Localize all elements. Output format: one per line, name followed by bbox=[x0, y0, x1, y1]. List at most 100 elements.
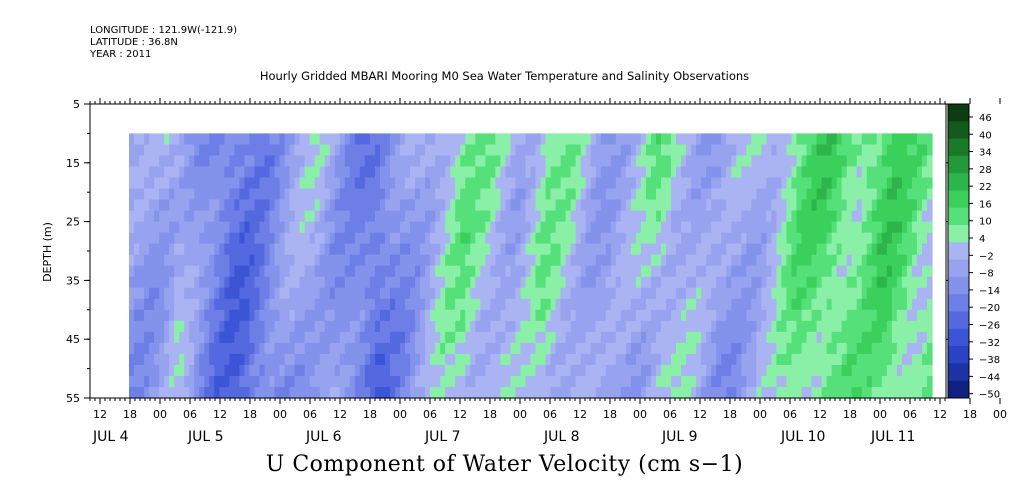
heatmap-cell bbox=[711, 331, 717, 344]
heatmap-cell bbox=[781, 353, 788, 366]
heatmap-cell bbox=[219, 298, 225, 311]
heatmap-cell bbox=[344, 276, 351, 289]
heatmap-cell bbox=[771, 254, 778, 267]
heatmap-cell bbox=[691, 287, 697, 300]
heatmap-cell bbox=[129, 386, 135, 399]
heatmap-cell bbox=[284, 133, 291, 146]
heatmap-cell bbox=[811, 331, 818, 344]
heatmap-cell bbox=[721, 254, 727, 267]
heatmap-cell bbox=[269, 144, 276, 157]
heatmap-cell bbox=[269, 309, 276, 322]
heatmap-cell bbox=[655, 353, 662, 366]
heatmap-cell bbox=[490, 287, 496, 300]
heatmap-cell bbox=[194, 232, 200, 245]
heatmap-cell bbox=[274, 375, 281, 388]
heatmap-cell bbox=[911, 331, 918, 344]
heatmap-cell bbox=[590, 133, 597, 146]
heatmap-cell bbox=[420, 166, 426, 179]
heatmap-cell bbox=[831, 320, 838, 333]
heatmap-cell bbox=[906, 243, 913, 256]
heatmap-cell bbox=[179, 188, 185, 201]
heatmap-cell bbox=[645, 166, 652, 179]
heatmap-cell bbox=[134, 320, 140, 333]
heatmap-cell bbox=[465, 177, 471, 190]
heatmap-cell bbox=[615, 331, 622, 344]
heatmap-cell bbox=[344, 166, 351, 179]
heatmap-cell bbox=[379, 199, 386, 212]
heatmap-cell bbox=[169, 232, 175, 245]
heatmap-cell bbox=[179, 265, 185, 278]
heatmap-cell bbox=[279, 331, 286, 344]
heatmap-cell bbox=[229, 133, 235, 146]
heatmap-cell bbox=[450, 364, 456, 377]
heatmap-cell bbox=[329, 221, 336, 234]
heatmap-cell bbox=[676, 309, 682, 322]
heatmap-cell bbox=[756, 133, 762, 146]
heatmap-cell bbox=[194, 287, 200, 300]
heatmap-cell bbox=[751, 287, 757, 300]
heatmap-cell bbox=[384, 232, 391, 245]
heatmap-cell bbox=[149, 166, 155, 179]
heatmap-cell bbox=[816, 309, 823, 322]
heatmap-cell bbox=[811, 309, 818, 322]
heatmap-cell bbox=[269, 210, 276, 223]
heatmap-cell bbox=[309, 298, 316, 311]
heatmap-cell bbox=[751, 232, 757, 245]
heatmap-cell bbox=[344, 386, 351, 399]
heatmap-cell bbox=[349, 254, 356, 267]
heatmap-cell bbox=[791, 199, 798, 212]
heatmap-cell bbox=[635, 177, 642, 190]
heatmap-cell bbox=[901, 254, 908, 267]
heatmap-cell bbox=[294, 243, 301, 256]
heatmap-cell bbox=[741, 210, 747, 223]
heatmap-cell bbox=[510, 265, 517, 278]
heatmap-cell bbox=[846, 166, 853, 179]
heatmap-cell bbox=[896, 144, 903, 157]
heatmap-cell bbox=[364, 364, 371, 377]
heatmap-cell bbox=[625, 232, 632, 245]
heatmap-cell bbox=[194, 265, 200, 278]
heatmap-cell bbox=[781, 155, 788, 168]
heatmap-cell bbox=[374, 364, 381, 377]
heatmap-cell bbox=[304, 331, 311, 344]
heatmap-cell bbox=[354, 210, 361, 223]
heatmap-cell bbox=[876, 331, 883, 344]
heatmap-cell bbox=[881, 199, 888, 212]
heatmap-cell bbox=[329, 133, 336, 146]
heatmap-cell bbox=[851, 232, 858, 245]
heatmap-cell bbox=[786, 265, 793, 278]
heatmap-cell bbox=[199, 342, 205, 355]
heatmap-cell bbox=[194, 133, 200, 146]
heatmap-cell bbox=[384, 199, 391, 212]
heatmap-cell bbox=[691, 243, 697, 256]
heatmap-cell bbox=[666, 155, 672, 168]
heatmap-cell bbox=[249, 254, 256, 267]
heatmap-cell bbox=[901, 331, 908, 344]
heatmap-cell bbox=[354, 188, 361, 201]
heatmap-cell bbox=[384, 144, 391, 157]
heatmap-cell bbox=[776, 287, 783, 300]
heatmap-cell bbox=[224, 375, 230, 388]
heatmap-cell bbox=[911, 342, 918, 355]
colorbar-label: −44 bbox=[979, 372, 1000, 383]
heatmap-cell bbox=[741, 309, 747, 322]
heatmap-cell bbox=[274, 254, 281, 267]
heatmap-cell bbox=[891, 166, 898, 179]
heatmap-cell bbox=[319, 364, 326, 377]
heatmap-cell bbox=[741, 199, 747, 212]
heatmap-cell bbox=[219, 309, 225, 322]
heatmap-cell bbox=[384, 133, 391, 146]
heatmap-cell bbox=[159, 254, 165, 267]
heatmap-cell bbox=[580, 166, 587, 179]
heatmap-cell bbox=[279, 221, 286, 234]
heatmap-cell bbox=[871, 342, 878, 355]
heatmap-cell bbox=[751, 309, 757, 322]
heatmap-cell bbox=[445, 320, 451, 333]
heatmap-cell bbox=[359, 331, 366, 344]
heatmap-cell bbox=[620, 353, 627, 366]
heatmap-cell bbox=[339, 254, 346, 267]
heatmap-cell bbox=[430, 276, 436, 289]
heatmap-cell bbox=[851, 364, 858, 377]
heatmap-cell bbox=[881, 353, 888, 366]
heatmap-cell bbox=[911, 254, 918, 267]
